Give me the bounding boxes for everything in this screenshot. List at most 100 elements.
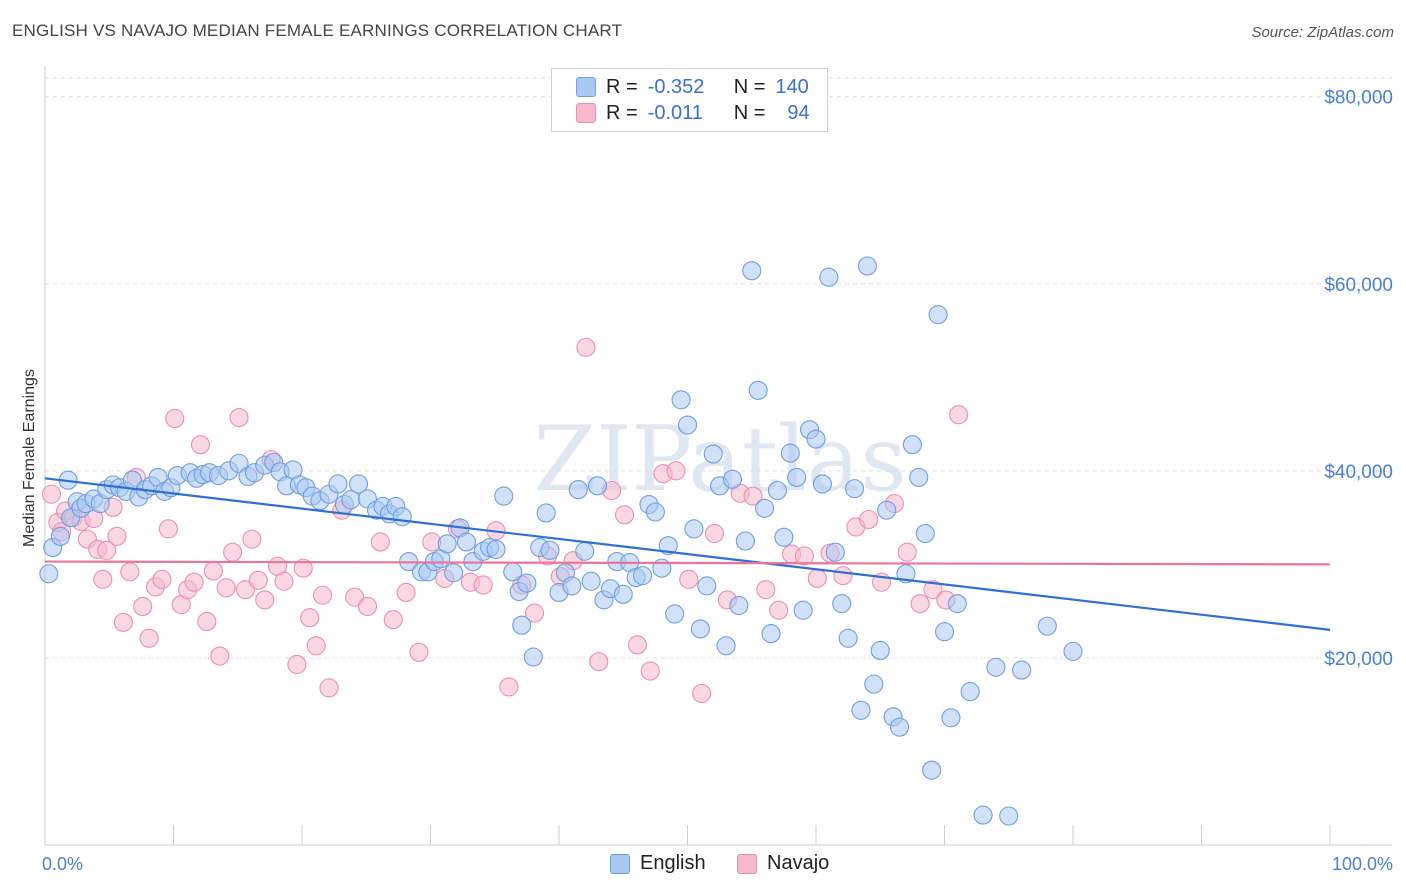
- english-point: [341, 490, 361, 510]
- english-point: [494, 486, 514, 506]
- english-point: [729, 595, 749, 616]
- navajo-point: [306, 636, 326, 656]
- navajo-point: [640, 661, 660, 681]
- english-point: [780, 443, 800, 463]
- english-point: [536, 503, 556, 523]
- english-point: [973, 805, 993, 825]
- english-point: [328, 474, 348, 494]
- navajo-point: [97, 540, 117, 560]
- navajo-point: [370, 532, 390, 552]
- english-point: [825, 542, 845, 562]
- grid-lines: [45, 77, 1392, 659]
- english-point: [902, 435, 922, 455]
- english-point: [915, 523, 935, 544]
- english-point: [767, 480, 788, 501]
- english-point: [523, 647, 543, 667]
- english-point: [348, 474, 369, 494]
- navajo-point: [287, 654, 307, 675]
- english-point: [832, 594, 852, 614]
- english-point: [486, 539, 506, 559]
- english-swatch: [576, 77, 596, 97]
- navajo-point: [158, 519, 178, 539]
- english-trend-line: [44, 477, 1331, 631]
- navajo-point: [525, 603, 545, 623]
- navajo-point: [692, 683, 712, 704]
- navajo-point: [300, 608, 320, 628]
- y-axis-label: Median Female Earnings: [21, 369, 38, 547]
- english-point: [922, 760, 942, 780]
- navajo-point: [184, 572, 204, 592]
- navajo-point: [756, 580, 776, 600]
- navajo-point: [133, 596, 153, 617]
- navajo-point: [120, 562, 140, 582]
- navajo-point: [197, 611, 217, 631]
- english-point: [562, 576, 582, 596]
- navajo-point: [152, 569, 172, 589]
- navajo-point: [576, 337, 596, 357]
- navajo-point: [949, 405, 969, 425]
- navajo-point: [794, 546, 814, 566]
- english-point: [960, 682, 980, 702]
- y-tick-label: $60,000: [1324, 275, 1393, 296]
- navajo-point: [743, 486, 763, 506]
- navajo-point: [223, 542, 243, 562]
- english-point: [934, 622, 955, 642]
- english-point: [581, 571, 601, 591]
- english-point: [947, 594, 967, 614]
- english-point: [684, 519, 704, 539]
- english-point: [999, 806, 1019, 826]
- navajo-point: [383, 610, 403, 630]
- english-point: [540, 540, 560, 560]
- navajo-point: [274, 571, 294, 591]
- series-legend: English Navajo: [0, 852, 1406, 878]
- navajo-point: [589, 652, 609, 672]
- navajo-point: [248, 570, 268, 590]
- r-value: -0.352: [647, 75, 705, 98]
- english-point: [722, 469, 743, 489]
- navajo-point: [107, 526, 127, 546]
- r-label: R =: [606, 101, 638, 124]
- english-point: [512, 615, 532, 635]
- n-value: 94: [787, 101, 810, 124]
- navajo-point: [614, 505, 635, 525]
- navajo-point: [113, 612, 133, 632]
- legend-row-english: R = -0.352 N = 140: [576, 75, 809, 99]
- n-value: 140: [775, 75, 809, 98]
- legend-item-navajo: Navajo: [737, 852, 829, 875]
- english-point: [50, 526, 70, 546]
- navajo-point: [897, 542, 917, 562]
- english-point: [671, 390, 691, 410]
- navajo-point: [910, 594, 930, 614]
- english-point: [787, 467, 807, 487]
- navajo-point: [357, 596, 378, 617]
- navajo-point: [242, 529, 262, 549]
- english-point: [793, 600, 813, 620]
- english-point: [613, 584, 633, 604]
- english-point: [941, 708, 961, 728]
- english-points: [39, 256, 1083, 826]
- navajo-point: [255, 590, 275, 610]
- english-point: [1037, 616, 1057, 636]
- y-tick-label: $20,000: [1324, 649, 1393, 670]
- english-point: [517, 573, 537, 593]
- navajo-point: [627, 635, 647, 655]
- navajo-point: [396, 582, 416, 603]
- english-point: [748, 380, 768, 400]
- navajo-point: [769, 600, 789, 620]
- navajo-point: [679, 569, 699, 589]
- navajo-point: [203, 561, 223, 581]
- navajo-point: [859, 509, 879, 530]
- navajo-legend-label: Navajo: [767, 852, 830, 874]
- english-point: [456, 532, 477, 552]
- navajo-swatch: [576, 103, 596, 123]
- english-point: [690, 619, 710, 639]
- stats-legend: R = -0.352 N = 140 R = -0.011 N = 94: [551, 68, 828, 132]
- navajo-point: [229, 407, 249, 428]
- english-point: [677, 415, 698, 435]
- trend-lines: [44, 477, 1331, 631]
- r-label: R =: [606, 75, 638, 98]
- chart-source: Source: ZipAtlas.com: [1251, 24, 1394, 41]
- chart-title: ENGLISH VS NAVAJO MEDIAN FEMALE EARNINGS…: [12, 21, 623, 40]
- english-point: [1012, 660, 1032, 680]
